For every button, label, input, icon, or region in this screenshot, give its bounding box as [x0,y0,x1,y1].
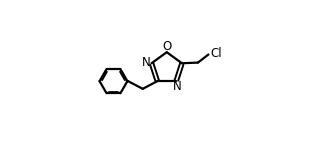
Text: N: N [173,80,182,93]
Text: O: O [162,40,171,53]
Text: Cl: Cl [210,47,222,60]
Text: N: N [142,56,151,69]
